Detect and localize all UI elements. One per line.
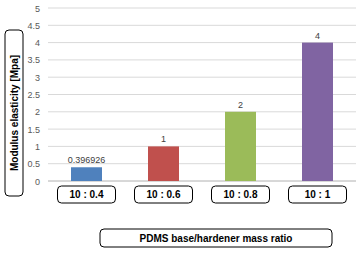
tick-label: 0 — [35, 177, 40, 187]
tick-label: 1 — [35, 142, 40, 152]
x-label-box — [100, 229, 332, 247]
tick-label: 1.5 — [27, 125, 40, 135]
category-box — [58, 186, 116, 203]
category-box — [135, 186, 193, 203]
bar — [225, 112, 256, 181]
tick-label: 4 — [35, 38, 40, 48]
tick-label: 3.5 — [27, 55, 40, 65]
y-label-box — [5, 30, 23, 196]
tick-label: 3 — [35, 73, 40, 83]
category-label: 10 : 0.4 — [70, 189, 104, 200]
bar — [71, 167, 102, 181]
category-label: 10 : 0.8 — [224, 189, 258, 200]
tick-label: 5 — [35, 4, 40, 14]
data-label: 1 — [161, 134, 166, 144]
data-label: 4 — [315, 31, 320, 41]
category-label: 10 : 0.6 — [147, 189, 181, 200]
bar — [302, 43, 333, 181]
bar — [148, 146, 179, 181]
grid-line — [48, 25, 356, 26]
tick-label: 4.5 — [27, 21, 40, 31]
data-label: 0.396926 — [68, 155, 106, 165]
category-label: 10 : 1 — [305, 189, 331, 200]
grid-line — [48, 8, 356, 9]
tick-label: 2 — [35, 107, 40, 117]
chart: 0 0.5 1 1.5 2 2.5 3 3.5 4 4.5 5 0.396926 1 2 4 10 : 0.4… — [0, 0, 363, 268]
data-label: 2 — [238, 100, 243, 110]
category-box — [212, 186, 270, 203]
x-axis-label: PDMS base/hardener mass ratio — [140, 233, 293, 244]
y-axis-label: Modulus elasticity [Mpa] — [9, 55, 20, 171]
tick-label: 0.5 — [27, 159, 40, 169]
tick-label: 2.5 — [27, 90, 40, 100]
category-box — [289, 186, 347, 203]
